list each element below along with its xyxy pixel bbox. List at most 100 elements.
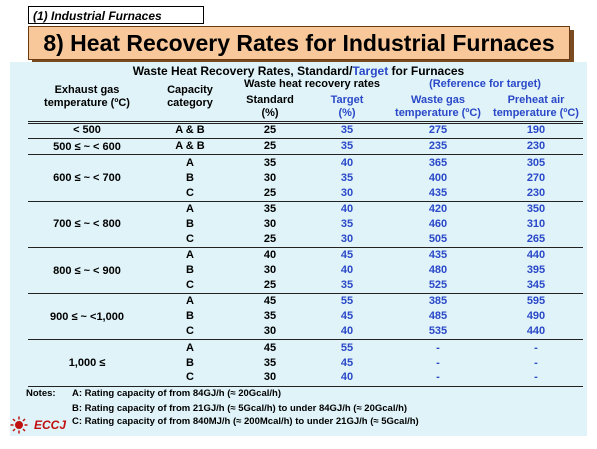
header-capacity-line2: category — [167, 97, 213, 109]
cell-preheat: 305 — [526, 156, 546, 169]
cell-preheat: 350 — [526, 203, 546, 215]
cell-wastegas: - — [436, 371, 440, 384]
cell-wastegas: 480 — [428, 264, 448, 277]
cell-preheat: 270 — [526, 171, 546, 184]
cell-wastegas: 275 — [428, 124, 448, 136]
cell-capacity: A — [186, 156, 194, 169]
table-divider — [28, 137, 583, 139]
cell-preheat: 230 — [526, 140, 546, 153]
cell-capacity: C — [186, 232, 194, 245]
header-target-line1: Target — [330, 94, 364, 106]
cell-standard: 40 — [263, 249, 277, 262]
cell-standard: 35 — [263, 156, 277, 169]
table-divider — [28, 385, 583, 387]
cell-preheat: 190 — [526, 124, 546, 136]
cell-preheat: 265 — [526, 232, 546, 245]
note-b: B: Rating capacity of from 21GJ/h (≈ 5Gc… — [72, 403, 408, 414]
cell-capacity: C — [186, 186, 194, 199]
cell-capacity: C — [186, 325, 194, 338]
cell-wastegas: 420 — [428, 203, 448, 215]
table-title-target: Target — [352, 64, 389, 78]
table-title-pre: Waste Heat Recovery Rates, Standard/ — [132, 64, 353, 78]
header-preheat-line1: Preheat air — [507, 94, 565, 106]
cell-capacity: A — [186, 295, 194, 308]
cell-temperature: 500 ≤ ~ < 600 — [53, 140, 121, 153]
cell-standard: 30 — [263, 171, 277, 184]
cell-wastegas: 435 — [428, 186, 448, 199]
header-wastegas: Waste gas temperature (ºC) — [388, 94, 488, 120]
table-divider — [28, 154, 583, 156]
cell-target: 40 — [340, 203, 354, 215]
cell-target: 45 — [340, 310, 354, 323]
cell-wastegas: 460 — [428, 217, 448, 230]
cell-wastegas: 505 — [428, 232, 448, 245]
cell-wastegas: 485 — [428, 310, 448, 323]
cell-target: 30 — [340, 232, 354, 245]
cell-wastegas: 385 — [428, 295, 448, 308]
cell-capacity: A — [186, 249, 194, 262]
cell-target: 45 — [340, 249, 354, 262]
header-wastegas-line1: Waste gas — [410, 94, 465, 106]
cell-standard: 25 — [263, 232, 277, 245]
cell-target: 40 — [340, 325, 354, 338]
cell-standard: 45 — [263, 341, 277, 354]
cell-target: 30 — [340, 186, 354, 199]
cell-capacity: B — [186, 356, 194, 369]
cell-target: 40 — [340, 371, 354, 384]
cell-temperature: < 500 — [73, 124, 101, 137]
cell-preheat: - — [534, 356, 538, 369]
cell-temperature: 900 ≤ ~ <1,000 — [50, 310, 124, 323]
cell-standard: 30 — [263, 264, 277, 277]
table-panel: Waste Heat Recovery Rates, Standard/Targ… — [10, 62, 587, 436]
table-divider — [28, 292, 583, 294]
header-reference-group: (Reference for target) — [429, 78, 541, 90]
cell-target: 40 — [340, 156, 354, 169]
sun-logo-icon — [10, 416, 28, 434]
table-divider — [28, 200, 583, 202]
cell-preheat: 440 — [526, 249, 546, 262]
cell-preheat: - — [534, 341, 538, 354]
cell-target: 35 — [340, 217, 354, 230]
header-exhaust-line1: Exhaust gas — [54, 84, 120, 96]
cell-target: 45 — [340, 356, 354, 369]
cell-preheat: 595 — [526, 295, 546, 308]
cell-target: 55 — [340, 341, 354, 354]
cell-target: 35 — [340, 171, 354, 184]
cell-standard: 45 — [263, 295, 277, 308]
cell-wastegas: 365 — [428, 156, 448, 169]
cell-standard: 30 — [263, 371, 277, 384]
cell-standard: 35 — [263, 203, 277, 215]
table-divider — [28, 246, 583, 248]
header-recovery-group: Waste heat recovery rates — [244, 78, 380, 90]
cell-temperature: 800 ≤ ~ < 900 — [53, 264, 121, 277]
cell-target: 35 — [340, 279, 354, 291]
cell-capacity: A — [186, 203, 194, 215]
cell-temperature: 600 ≤ ~ < 700 — [53, 172, 121, 185]
cell-capacity: B — [186, 171, 194, 184]
note-a: A: Rating capacity of from 84GJ/h (≈ 20G… — [72, 388, 281, 399]
header-exhaust-line2: temperature (ºC) — [44, 97, 130, 109]
cell-preheat: 440 — [526, 325, 546, 338]
header-preheat: Preheat air temperature (ºC) — [488, 94, 584, 120]
cell-standard: 25 — [263, 140, 277, 153]
cell-wastegas: - — [436, 341, 440, 354]
table-title: Waste Heat Recovery Rates, Standard/Targ… — [10, 64, 587, 78]
cell-capacity: B — [186, 217, 194, 230]
cell-capacity: B — [186, 264, 194, 277]
logo-text: ECCJ — [34, 418, 67, 432]
cell-standard: 30 — [263, 325, 277, 338]
cell-capacity: C — [186, 279, 194, 291]
cell-temperature: 700 ≤ ~ < 800 — [53, 218, 121, 231]
cell-preheat: 395 — [526, 264, 546, 277]
cell-standard: 30 — [263, 217, 277, 230]
cell-wastegas: 400 — [428, 171, 448, 184]
header-exhaust: Exhaust gas temperature (ºC) — [28, 84, 146, 110]
header-capacity: Capacity category — [150, 84, 230, 110]
cell-target: 55 — [340, 295, 354, 308]
cell-preheat: 230 — [526, 186, 546, 199]
cell-standard: 25 — [263, 279, 277, 291]
header-standard-line1: Standard — [246, 94, 294, 106]
header-preheat-line2: temperature (ºC) — [493, 107, 579, 119]
table-title-post: for Furnaces — [388, 64, 465, 78]
cell-target: 40 — [340, 264, 354, 277]
